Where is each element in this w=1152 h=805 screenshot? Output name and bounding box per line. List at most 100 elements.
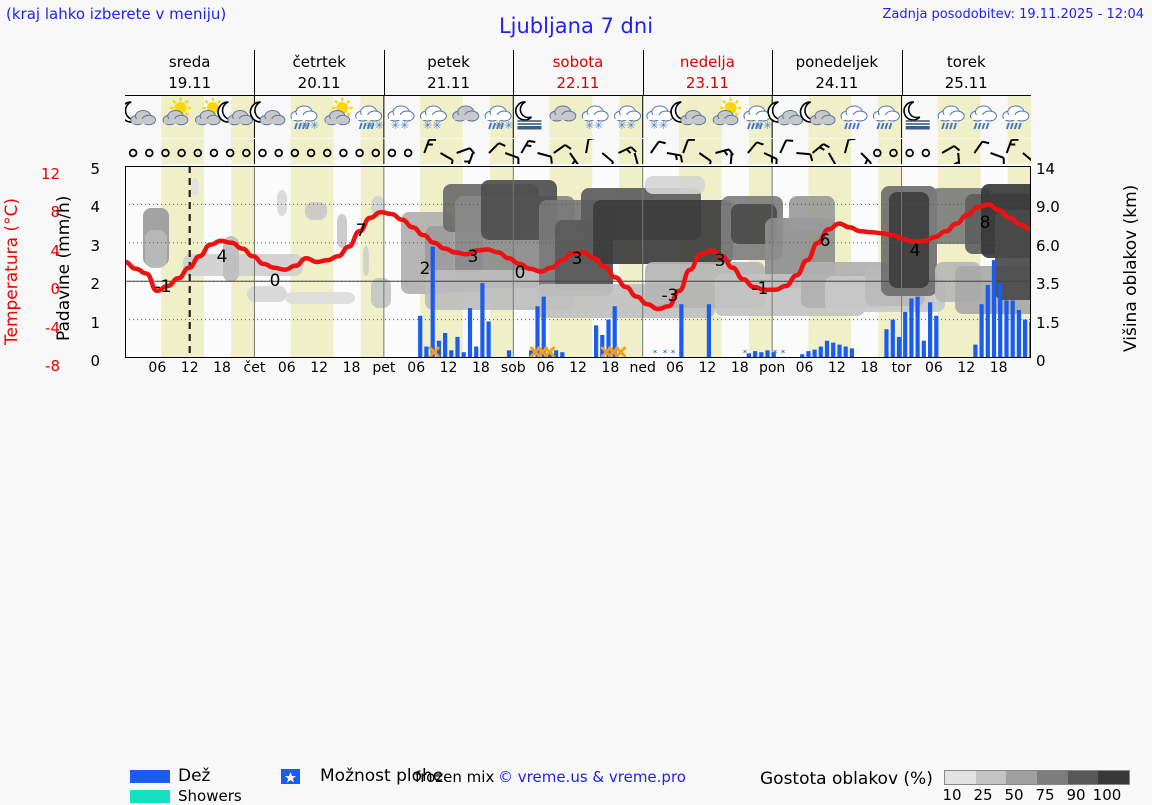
x-tick-23: tor <box>892 360 912 376</box>
svg-text:*: * <box>773 349 778 358</box>
density-step-0 <box>945 771 976 784</box>
density-tick-2: 50 <box>1004 786 1023 804</box>
cloud-tick-5: 0 <box>1036 352 1080 370</box>
svg-text:*: * <box>653 349 658 358</box>
weather-icon-strip: ✳✳✳✳✳✳✳✳✳✳✳✳✳✳✳✳✳✳ <box>125 96 1031 138</box>
showers-swatch <box>130 790 170 803</box>
x-tick-25: 12 <box>957 360 975 376</box>
svg-text:✳✳: ✳✳ <box>650 119 668 132</box>
precip-tick-2: 3 <box>80 237 100 255</box>
day-separator <box>384 50 385 95</box>
day-name: nedelja <box>643 52 772 73</box>
x-tick-10: 18 <box>472 360 490 376</box>
day-date: 21.11 <box>384 73 513 94</box>
day-name: ponedeljek <box>772 52 901 73</box>
svg-text:8: 8 <box>980 213 991 233</box>
svg-text:*: * <box>663 349 668 358</box>
temp-tick-1: 8 <box>26 203 60 221</box>
precip-tick-3: 2 <box>80 275 100 293</box>
day-name: sreda <box>125 52 254 73</box>
day-date: 22.11 <box>513 73 642 94</box>
svg-text:-3: -3 <box>662 286 679 306</box>
temp-tick-0: 12 <box>26 165 60 183</box>
temp-tick-3: 0 <box>26 280 60 298</box>
cloud-tick-2: 6.0 <box>1036 237 1080 255</box>
copyright-link[interactable]: © vreme.us & vreme.pro <box>498 768 686 786</box>
x-tick-20: 06 <box>796 360 814 376</box>
x-tick-11: sob <box>501 360 526 376</box>
day-name: petek <box>384 52 513 73</box>
x-tick-26: 18 <box>990 360 1008 376</box>
density-tick-3: 75 <box>1035 786 1054 804</box>
density-step-3 <box>1037 771 1068 784</box>
cloud-tick-1: 9.0 <box>1036 198 1080 216</box>
wind-barb-strip <box>125 139 1031 164</box>
density-step-4 <box>1068 771 1099 784</box>
svg-text:4: 4 <box>217 247 228 267</box>
x-tick-3: čet <box>244 360 266 376</box>
svg-text:4: 4 <box>910 241 921 261</box>
svg-text:*: * <box>781 349 786 358</box>
density-step-2 <box>1006 771 1037 784</box>
svg-text:0: 0 <box>270 271 281 291</box>
svg-text:6: 6 <box>820 231 831 251</box>
x-tick-16: 06 <box>666 360 684 376</box>
x-tick-0: 06 <box>148 360 166 376</box>
frozen-legend-label: frozen mix <box>415 768 494 786</box>
rain-legend-label: Dež <box>178 766 210 786</box>
precip-tick-1: 4 <box>80 198 100 216</box>
day-separator <box>902 50 903 95</box>
svg-text:*: * <box>743 349 748 358</box>
x-tick-21: 12 <box>828 360 846 376</box>
svg-text:*: * <box>679 349 684 358</box>
rain-swatch <box>130 770 170 783</box>
svg-text:2: 2 <box>420 259 431 279</box>
svg-text:✳✳: ✳✳ <box>754 119 772 132</box>
day-date: 23.11 <box>643 73 772 94</box>
svg-text:-1: -1 <box>155 277 172 297</box>
svg-text:3: 3 <box>715 251 726 271</box>
svg-text:3: 3 <box>468 247 479 267</box>
x-tick-19: pon <box>759 360 785 376</box>
cloud-density-title: Gostota oblakov (%) <box>760 769 933 789</box>
x-tick-17: 12 <box>699 360 717 376</box>
density-tick-4: 90 <box>1066 786 1085 804</box>
precip-tick-0: 5 <box>80 160 100 178</box>
temp-tick-2: 4 <box>26 242 60 260</box>
cloud-tick-3: 3.5 <box>1036 275 1080 293</box>
legend: Dež Showers Možnost plohe frozen mix © v… <box>0 382 1152 442</box>
showers-legend-label: Showers <box>178 787 242 805</box>
svg-text:7: 7 <box>356 221 367 241</box>
x-tick-14: 18 <box>601 360 619 376</box>
x-tick-13: 12 <box>569 360 587 376</box>
density-step-1 <box>976 771 1007 784</box>
day-separator <box>643 50 644 95</box>
svg-text:*: * <box>671 349 676 358</box>
x-tick-18: 18 <box>731 360 749 376</box>
day-name: sobota <box>513 52 642 73</box>
svg-text:-1: -1 <box>752 279 769 299</box>
x-tick-22: 18 <box>860 360 878 376</box>
x-tick-9: 12 <box>440 360 458 376</box>
day-date: 19.11 <box>125 73 254 94</box>
svg-text:✳✳: ✳✳ <box>365 119 383 132</box>
x-tick-1: 12 <box>181 360 199 376</box>
day-date: 20.11 <box>254 73 383 94</box>
svg-text:✳✳: ✳✳ <box>391 119 409 132</box>
density-step-5 <box>1098 771 1129 784</box>
density-tick-5: 100 <box>1093 786 1122 804</box>
day-name: četrtek <box>254 52 383 73</box>
precip-tick-4: 1 <box>80 314 100 332</box>
day-name: torek <box>902 52 1031 73</box>
day-separator <box>772 50 773 95</box>
x-tick-4: 06 <box>278 360 296 376</box>
svg-text:✳✳: ✳✳ <box>423 119 441 132</box>
